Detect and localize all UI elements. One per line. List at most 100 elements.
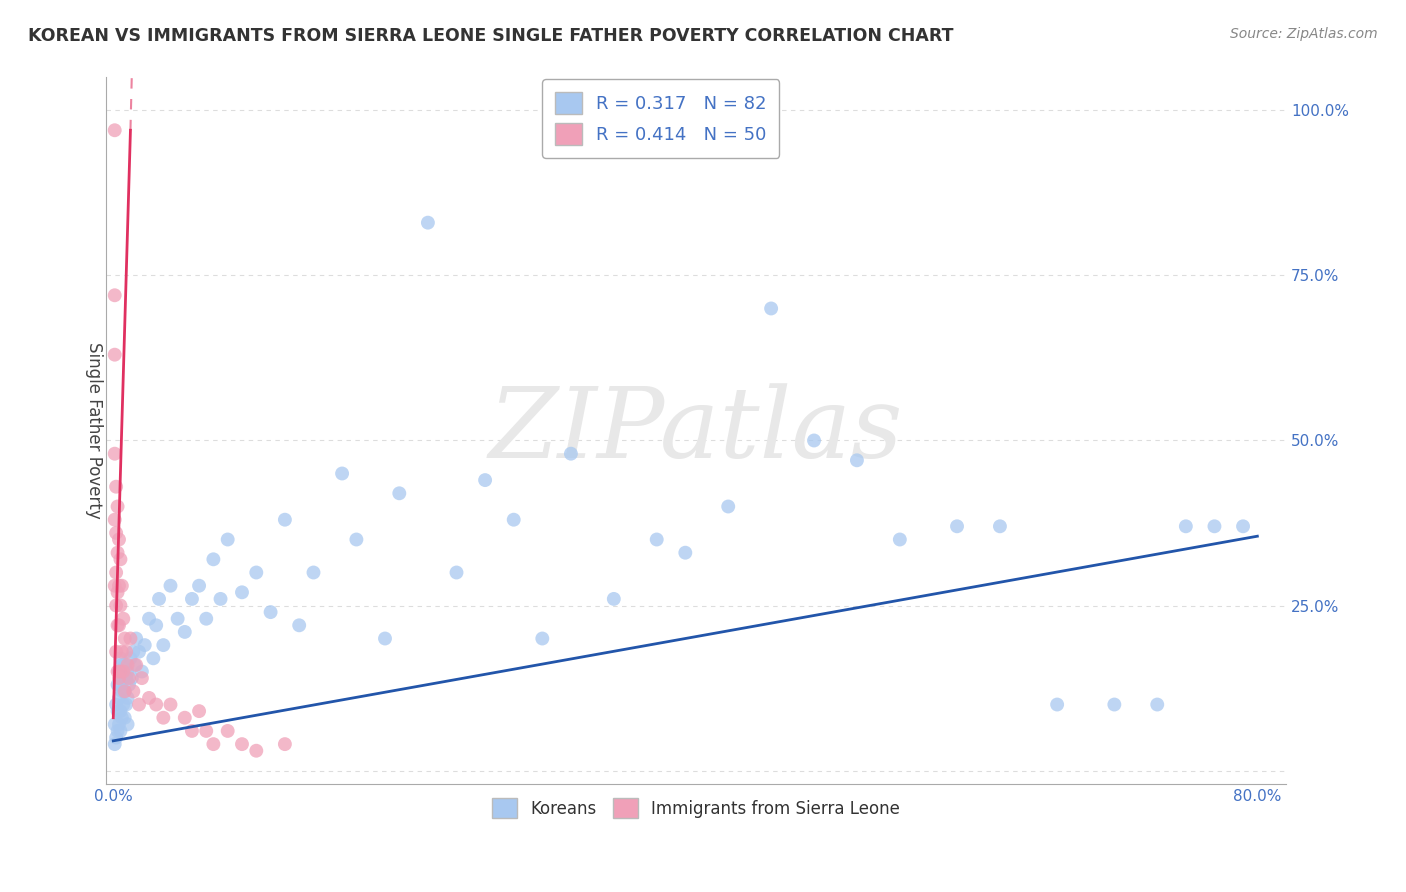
Point — [245, 744, 267, 758]
Point — [131, 665, 153, 679]
Point — [145, 618, 167, 632]
Text: KOREAN VS IMMIGRANTS FROM SIERRA LEONE SINGLE FATHER POVERTY CORRELATION CHART: KOREAN VS IMMIGRANTS FROM SIERRA LEONE S… — [28, 27, 953, 45]
Point — [988, 519, 1011, 533]
Point — [105, 566, 128, 580]
Point — [104, 123, 127, 137]
Point — [112, 671, 135, 685]
Point — [105, 480, 128, 494]
Point — [118, 671, 141, 685]
Point — [1046, 698, 1069, 712]
Point — [110, 665, 132, 679]
Point — [110, 723, 132, 738]
Point — [173, 711, 195, 725]
Point — [104, 447, 127, 461]
Point — [114, 684, 136, 698]
Point — [131, 671, 153, 685]
Point — [110, 552, 132, 566]
Point — [388, 486, 411, 500]
Point — [108, 671, 131, 685]
Point — [105, 525, 128, 540]
Point — [107, 723, 129, 738]
Point — [145, 698, 167, 712]
Point — [114, 657, 136, 672]
Point — [166, 612, 188, 626]
Point — [159, 579, 181, 593]
Point — [560, 447, 582, 461]
Point — [159, 698, 181, 712]
Point — [288, 618, 311, 632]
Point — [759, 301, 782, 316]
Point — [128, 698, 150, 712]
Point — [946, 519, 969, 533]
Point — [217, 533, 239, 547]
Point — [173, 624, 195, 639]
Point — [117, 665, 139, 679]
Point — [124, 657, 146, 672]
Point — [122, 684, 145, 698]
Point — [446, 566, 468, 580]
Point — [114, 711, 136, 725]
Point — [603, 591, 626, 606]
Point — [330, 467, 353, 481]
Point — [107, 546, 129, 560]
Point — [114, 632, 136, 646]
Point — [803, 434, 825, 448]
Point — [195, 723, 218, 738]
Point — [128, 645, 150, 659]
Point — [110, 678, 132, 692]
Point — [112, 665, 135, 679]
Point — [107, 585, 129, 599]
Point — [845, 453, 868, 467]
Point — [1232, 519, 1254, 533]
Point — [104, 513, 127, 527]
Point — [673, 546, 696, 560]
Point — [115, 645, 138, 659]
Point — [188, 704, 211, 718]
Point — [104, 717, 127, 731]
Point — [134, 638, 156, 652]
Point — [115, 698, 138, 712]
Point — [111, 645, 134, 659]
Point — [231, 737, 253, 751]
Point — [1104, 698, 1126, 712]
Point — [1204, 519, 1226, 533]
Point — [104, 737, 127, 751]
Point — [645, 533, 668, 547]
Point — [108, 579, 131, 593]
Point — [259, 605, 281, 619]
Point — [107, 665, 129, 679]
Point — [108, 618, 131, 632]
Point — [107, 500, 129, 514]
Point — [181, 723, 204, 738]
Point — [142, 651, 165, 665]
Point — [112, 698, 135, 712]
Point — [122, 645, 145, 659]
Point — [125, 657, 148, 672]
Point — [108, 717, 131, 731]
Point — [107, 704, 129, 718]
Point — [104, 348, 127, 362]
Point — [111, 711, 134, 725]
Point — [416, 216, 439, 230]
Point — [104, 579, 127, 593]
Point — [195, 612, 218, 626]
Point — [209, 591, 232, 606]
Text: Source: ZipAtlas.com: Source: ZipAtlas.com — [1230, 27, 1378, 41]
Point — [105, 698, 128, 712]
Point — [889, 533, 911, 547]
Point — [531, 632, 554, 646]
Point — [1146, 698, 1168, 712]
Point — [105, 599, 128, 613]
Point — [148, 591, 170, 606]
Point — [302, 566, 325, 580]
Text: ZIPatlas: ZIPatlas — [489, 383, 903, 478]
Point — [120, 632, 142, 646]
Point — [202, 737, 225, 751]
Point — [245, 566, 267, 580]
Point — [111, 579, 134, 593]
Legend: Koreans, Immigrants from Sierra Leone: Koreans, Immigrants from Sierra Leone — [485, 791, 907, 825]
Point — [118, 678, 141, 692]
Point — [108, 533, 131, 547]
Point — [474, 473, 496, 487]
Point — [274, 513, 297, 527]
